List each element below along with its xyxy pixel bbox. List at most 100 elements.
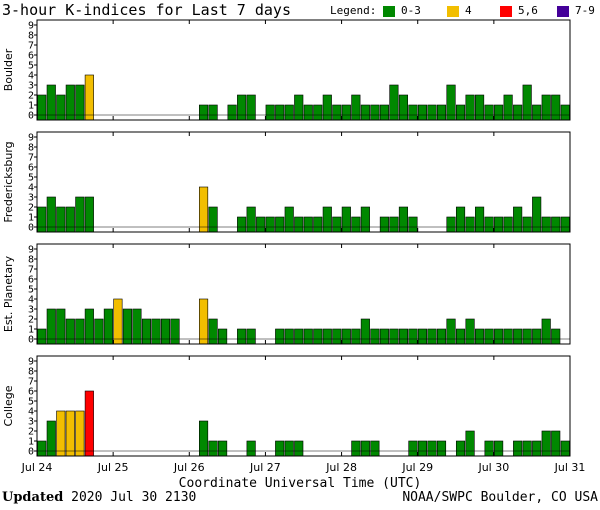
- k-bar: [560, 440, 570, 457]
- panel-frame: [36, 243, 571, 345]
- k-bar: [541, 94, 551, 121]
- k-bar: [455, 104, 466, 121]
- k-bar: [551, 430, 561, 457]
- k-bar: [484, 328, 494, 345]
- k-bar: [227, 104, 237, 121]
- k-bar: [284, 206, 294, 233]
- k-bar: [370, 440, 380, 457]
- updated-timestamp: Updated 2020 Jul 30 2130: [2, 490, 196, 505]
- k-bar: [541, 318, 551, 345]
- y-tick-label: 6: [28, 51, 34, 62]
- k-bar: [436, 104, 447, 121]
- k-bar: [275, 440, 285, 457]
- k-bar: [484, 104, 494, 121]
- k-bar: [218, 440, 228, 457]
- k-bar: [37, 206, 47, 233]
- k-bar: [256, 216, 266, 233]
- x-tick-label: Jul 31: [554, 461, 586, 474]
- k-bar: [37, 94, 47, 121]
- k-bar: [75, 410, 85, 457]
- y-tick-label: 0: [28, 223, 34, 234]
- data-source: NOAA/SWPC Boulder, CO USA: [402, 490, 598, 505]
- k-bar: [322, 328, 332, 345]
- y-tick-label: 9: [28, 357, 34, 368]
- k-bar: [294, 440, 304, 457]
- legend-swatch-4: [447, 6, 459, 17]
- k-bar: [322, 206, 332, 233]
- k-bar: [494, 328, 504, 345]
- legend-swatch-0-3: [383, 6, 395, 17]
- k-bar: [494, 440, 504, 457]
- x-tick-label: Jul 29: [401, 461, 433, 474]
- k-bar: [551, 216, 561, 233]
- y-tick-label: 5: [28, 397, 34, 408]
- k-bar: [246, 440, 256, 457]
- k-bar: [513, 328, 523, 345]
- k-bar: [513, 440, 523, 457]
- k-bar: [417, 104, 428, 121]
- k-bar: [522, 216, 532, 233]
- y-tick-label: 3: [28, 193, 34, 204]
- k-bar: [427, 104, 437, 121]
- y-tick-label: 2: [28, 427, 34, 438]
- panel-frame: [36, 19, 571, 121]
- k-bar: [341, 104, 351, 121]
- k-bar: [408, 104, 418, 121]
- k-bar: [84, 74, 94, 121]
- k-bar: [246, 328, 256, 345]
- k-bar: [94, 318, 104, 345]
- k-bar: [265, 216, 275, 233]
- k-bar: [389, 328, 399, 345]
- y-tick-label: 9: [28, 133, 34, 144]
- k-bar: [379, 328, 389, 345]
- y-tick-label: 5: [28, 61, 34, 72]
- k-bar: [475, 206, 485, 233]
- k-bar: [503, 94, 513, 121]
- k-bar: [351, 328, 361, 345]
- x-tick-label: Jul 30: [477, 461, 509, 474]
- k-bar: [360, 440, 370, 457]
- k-bar: [303, 104, 313, 121]
- k-bar: [341, 206, 351, 233]
- legend-entry-0-3: 0-3: [401, 4, 421, 17]
- k-bar: [37, 440, 47, 457]
- k-bar: [208, 206, 218, 233]
- k-bar: [360, 104, 370, 121]
- y-tick-label: 3: [28, 81, 34, 92]
- k-bar: [560, 104, 570, 121]
- k-bar: [275, 104, 285, 121]
- k-bar: [475, 94, 485, 121]
- k-bar: [199, 298, 209, 345]
- k-bar: [398, 328, 408, 345]
- k-bar: [303, 216, 313, 233]
- k-bar: [265, 104, 275, 121]
- x-tick-label: Jul 28: [325, 461, 357, 474]
- y-tick-label: 1: [28, 213, 34, 224]
- k-bar: [294, 328, 304, 345]
- k-bar: [322, 94, 332, 121]
- k-bar: [389, 216, 399, 233]
- k-bar: [218, 328, 228, 345]
- k-bar: [455, 440, 466, 457]
- k-bar: [503, 216, 513, 233]
- k-bar: [341, 328, 351, 345]
- k-bar: [56, 410, 66, 457]
- k-bar: [208, 440, 218, 457]
- k-bar: [208, 318, 218, 345]
- y-tick-label: 4: [28, 71, 34, 82]
- y-tick-label: 4: [28, 407, 34, 418]
- y-tick-label: 5: [28, 173, 34, 184]
- y-tick-label: 8: [28, 31, 34, 42]
- legend-entry-4: 4: [465, 4, 472, 17]
- y-tick-label: 2: [28, 315, 34, 326]
- k-bar: [436, 328, 447, 345]
- y-tick-label: 2: [28, 203, 34, 214]
- panel-label-fredericksburg: Fredericksburg: [2, 141, 15, 222]
- k-bar: [532, 104, 542, 121]
- updated-value: 2020 Jul 30 2130: [71, 490, 197, 505]
